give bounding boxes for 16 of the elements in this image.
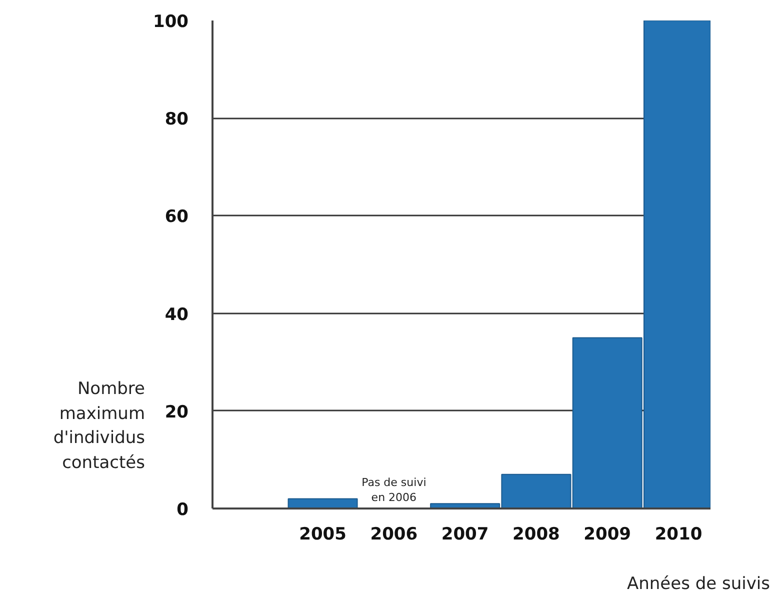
y-tick-label: 20 xyxy=(164,402,189,422)
x-tick-label: 2009 xyxy=(584,524,632,544)
y-tick-label: 100 xyxy=(153,12,189,32)
x-tick-label: 2005 xyxy=(299,524,346,544)
y-axis-title: Nombre maximum d'individus contactés xyxy=(52,378,145,475)
x-axis-title: Années de suivis xyxy=(626,573,770,596)
y-tick-label: 40 xyxy=(164,304,189,325)
y-tick-label: 80 xyxy=(164,110,189,130)
y-tick-label: 0 xyxy=(176,500,189,520)
bar xyxy=(288,498,358,508)
y-tick-label: 60 xyxy=(164,207,189,228)
x-tick-label: 2006 xyxy=(370,524,418,544)
annotation: Pas de suivi en 2006 xyxy=(362,476,426,504)
x-tick-label: 2007 xyxy=(441,524,489,544)
x-tick-label: 2010 xyxy=(654,524,702,544)
x-tick-label: 2008 xyxy=(512,524,560,544)
